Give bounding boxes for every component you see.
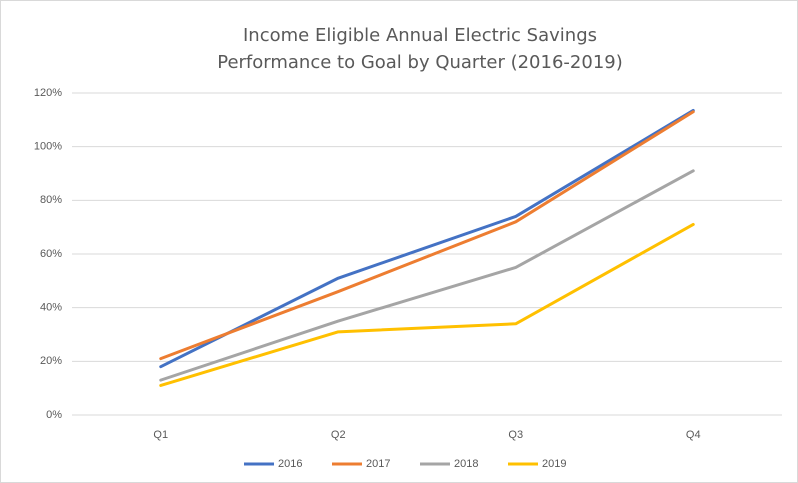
y-tick-label: 60% [40, 248, 62, 260]
series-line [159, 222, 695, 387]
x-tick-label: Q4 [686, 429, 701, 441]
legend-label: 2018 [454, 458, 478, 470]
chart-title: Performance to Goal by Quarter (2016-201… [217, 52, 623, 73]
series-line [159, 110, 695, 361]
y-tick-label: 100% [34, 141, 62, 153]
x-tick-label: Q2 [331, 429, 346, 441]
x-tick-label: Q1 [153, 429, 168, 441]
y-tick-label: 40% [40, 302, 62, 314]
y-tick-label: 0% [46, 409, 62, 421]
series-line [159, 169, 695, 382]
y-tick-label: 120% [34, 87, 62, 99]
x-tick-label: Q3 [508, 429, 523, 441]
chart-title: Income Eligible Annual Electric Savings [243, 25, 597, 46]
y-tick-label: 20% [40, 355, 62, 367]
series-line [159, 108, 695, 369]
legend-label: 2017 [366, 458, 390, 470]
legend-label: 2016 [278, 458, 302, 470]
legend-label: 2019 [542, 458, 566, 470]
y-tick-label: 80% [40, 194, 62, 206]
